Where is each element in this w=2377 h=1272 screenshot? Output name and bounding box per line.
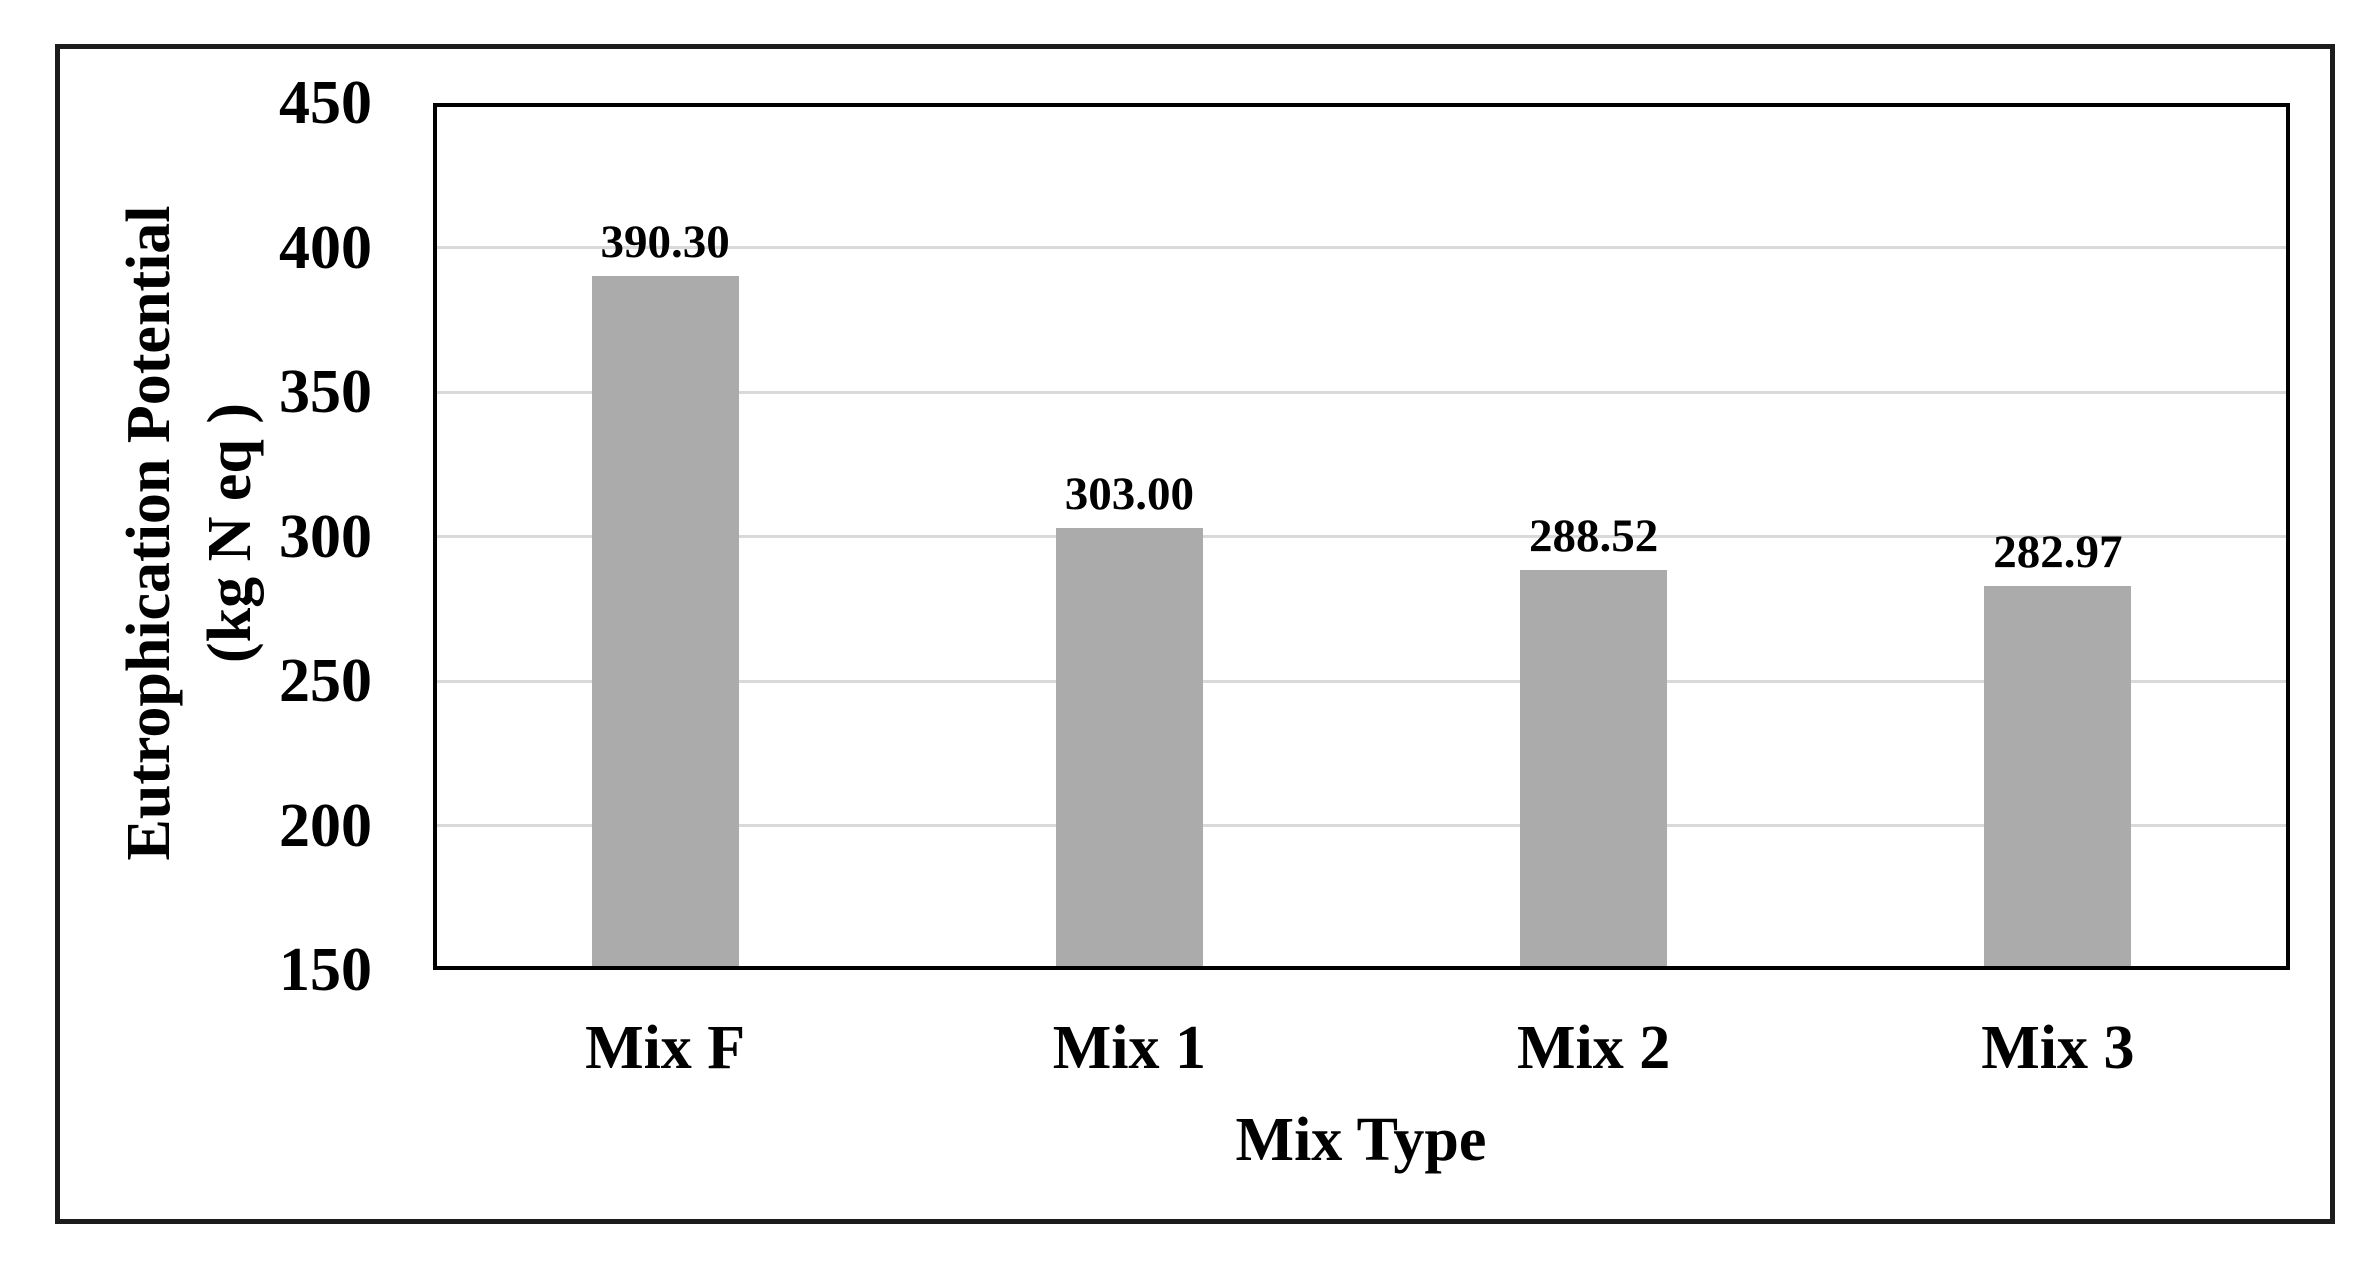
x-axis-title: Mix Type bbox=[1235, 1106, 1487, 1174]
y-tick-label: 400 bbox=[279, 213, 372, 282]
y-tick-label: 150 bbox=[279, 936, 372, 1004]
bar-value-label: 288.52 bbox=[1529, 509, 1659, 562]
gridline bbox=[433, 246, 2290, 249]
y-tick-label: 300 bbox=[279, 502, 372, 571]
plot-area: 390.30 303.00 288.52 282.97 bbox=[433, 103, 2290, 970]
y-tick-label: 450 bbox=[279, 69, 372, 137]
x-tick-label: Mix 2 bbox=[1517, 1014, 1671, 1082]
y-axis-tick-labels: 450 400 350 300 250 200 150 bbox=[0, 72, 372, 1001]
y-tick-label: 200 bbox=[279, 791, 372, 860]
bar-value-label: 390.30 bbox=[600, 215, 730, 268]
y-tick-label: 350 bbox=[279, 358, 372, 426]
gridline bbox=[433, 824, 2290, 827]
bar-value-label: 282.97 bbox=[1993, 525, 2123, 578]
bar-mix-3 bbox=[1984, 585, 2132, 970]
bar-mix-1 bbox=[1055, 527, 1203, 970]
x-axis-tick-labels: Mix F Mix 1 Mix 2 Mix 3 bbox=[433, 1003, 2290, 1093]
x-tick-label: Mix F bbox=[585, 1014, 746, 1082]
bar-mix-2 bbox=[1520, 569, 1668, 970]
y-tick-label: 250 bbox=[279, 647, 372, 715]
bar-mix-f bbox=[591, 275, 739, 970]
x-tick-label: Mix 3 bbox=[1981, 1014, 2135, 1082]
gridline bbox=[433, 679, 2290, 683]
x-tick-label: Mix 1 bbox=[1052, 1014, 1206, 1082]
gridline bbox=[433, 390, 2290, 394]
gridline bbox=[433, 535, 2290, 538]
bar-value-label: 303.00 bbox=[1064, 467, 1194, 520]
